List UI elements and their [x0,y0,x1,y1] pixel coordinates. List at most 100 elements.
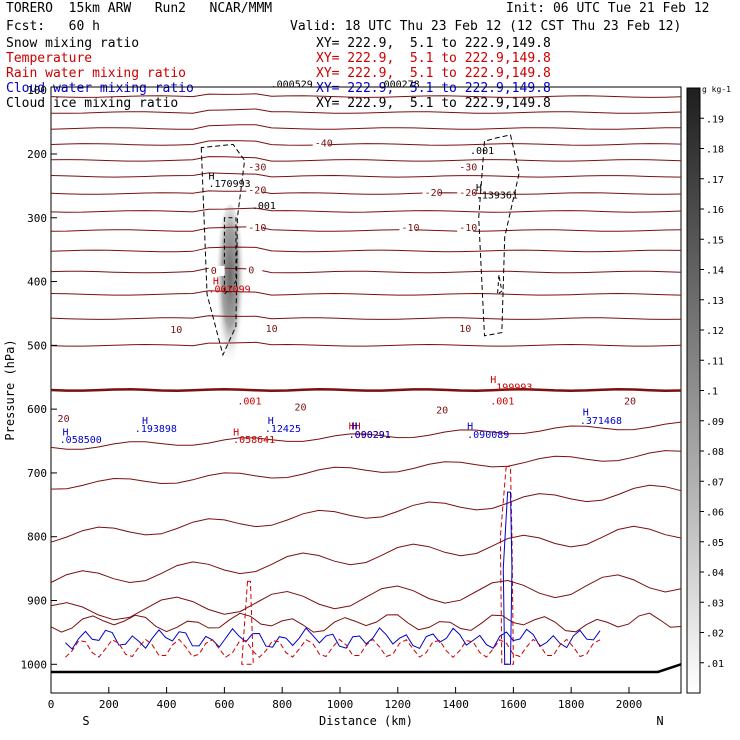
extremum-label: .001 [470,146,494,157]
temperature-contour-label: -10 [248,223,266,234]
contour-label-bg [168,325,185,336]
legend-xy: XY= 222.9, 5.1 to 222.9,149.8 [316,51,551,66]
y-tick-label: 200 [27,148,47,161]
temperature-contour [50,267,682,274]
contour-label-bg [55,413,72,424]
extremum-label: H [352,422,358,433]
model-title: TORERO 15km ARW Run2 NCAR/MMM [6,1,273,16]
colorbar-label: .09 [706,417,724,428]
colorbar-label: .04 [706,568,724,579]
extremum-label: .001 [252,201,276,212]
x-tick-label: 1000 [327,698,354,711]
temperature-contour-label: -30 [459,163,477,174]
y-tick-label: 800 [27,531,47,544]
temperature-contour-label: 0 [211,266,217,277]
contour-label-bg [457,188,474,199]
extremum-label: .139361 [476,191,518,202]
temperature-contour [50,124,682,130]
x-tick-label: 200 [99,698,119,711]
temperature-contour-label: 10 [459,324,471,335]
extremum-label: H [142,416,148,427]
colorbar-label: .18 [706,145,724,156]
extremum-label: HH [349,422,361,433]
extremum-label: .371468 [580,416,622,427]
cloud-ice-contour [478,134,520,337]
temperature-contour-label: -40 [315,138,333,149]
x-tick-label: 800 [272,698,292,711]
temperature-contour-label: -20 [248,186,266,197]
extremum-label: .001099 [209,284,251,295]
valid-time: Valid: 18 UTC Thu 23 Feb 12 (12 CST Thu … [290,19,682,34]
legend-xy: XY= 222.9, 5.1 to 222.9,149.8 [316,96,551,111]
colorbar-label: .13 [706,296,724,307]
y-tick-label: 1000 [21,658,48,671]
legend-label: Cloud water mixing ratio [6,81,194,96]
contour-label-bg [246,223,263,234]
temperature-contour-label: 10 [170,325,182,336]
y-tick-label-top: 100 [27,84,47,97]
rain-contour [499,466,514,665]
extremum-label: H [213,277,219,288]
extremum-label: .12425 [265,424,301,435]
x-axis-label: Distance (km) [319,714,413,728]
legend-xy: XY= 222.9, 5.1 to 222.9,149.8 [316,66,551,81]
legend-xy: XY= 222.9, 5.1 to 222.9,149.8 [316,81,551,96]
temperature-contour [50,140,682,146]
rain-contour [241,580,254,665]
colorbar-label: .11 [706,356,724,367]
x-tick-label: 0 [48,698,55,711]
contour-label-bg [457,323,474,334]
init-time: Init: 06 UTC Tue 21 Feb 12 [506,1,710,16]
contour-label-bg [399,223,416,234]
colorbar-unit: g kg-1 [702,85,731,94]
extremum-label: H [209,171,215,182]
temperature-contour [50,450,682,490]
colorbar-label: .15 [706,235,724,246]
legend-xy: XY= 222.9, 5.1 to 222.9,149.8 [316,36,551,51]
legend-label: Snow mixing ratio [6,36,140,51]
temperature-contour-label: -30 [248,163,266,174]
contour-label-bg [621,396,638,407]
legend-label: Temperature [6,51,93,66]
temperature-contour [50,574,682,621]
x-tick-label: 1800 [558,698,585,711]
x-tick-label: 2000 [616,698,643,711]
colorbar-label: .03 [706,598,724,609]
x-tick-label: 1600 [500,698,527,711]
extremum-label: .001 [490,397,514,408]
y-tick-label: 700 [27,467,47,480]
legend-label: Rain water mixing ratio [6,66,187,81]
temperature-contour-label: -20 [459,188,477,199]
extremum-label: .199993 [490,383,532,394]
temperature-contour-label: 20 [436,406,448,417]
x-tick-label: 1200 [385,698,412,711]
temperature-contour [50,226,682,232]
y-tick-label: 900 [27,595,47,608]
colorbar-label: .07 [706,477,724,488]
contour-label-bg [292,402,309,413]
extremum-label: H [476,183,482,194]
extremum-label: .058641 [233,435,275,446]
temperature-contour [50,93,682,98]
extremum-label: .090291 [349,430,391,441]
temperature-contour [50,156,682,162]
cloud-ice-contour [496,275,503,296]
temperature-contour [50,612,682,633]
temperature-contour [50,341,682,347]
temperature-contour [50,190,682,195]
cloud-water-contour [65,627,601,650]
colorbar-label: .17 [706,175,724,186]
colorbar [686,87,701,694]
surface-line [51,663,682,674]
temperature-contour-label: 20 [295,402,307,413]
colorbar-label: .19 [706,114,724,125]
contour-label-bg [457,162,474,173]
extremum-label: H [63,427,69,438]
temperature-contour-label: 20 [624,397,636,408]
extremum-label: .170993 [209,179,251,190]
extremum-label: .090089 [467,430,509,441]
extremum-label: .000291 [349,430,391,441]
forecast-hour: Fcst: 60 h [6,19,100,34]
extremum-label: H [490,375,496,386]
